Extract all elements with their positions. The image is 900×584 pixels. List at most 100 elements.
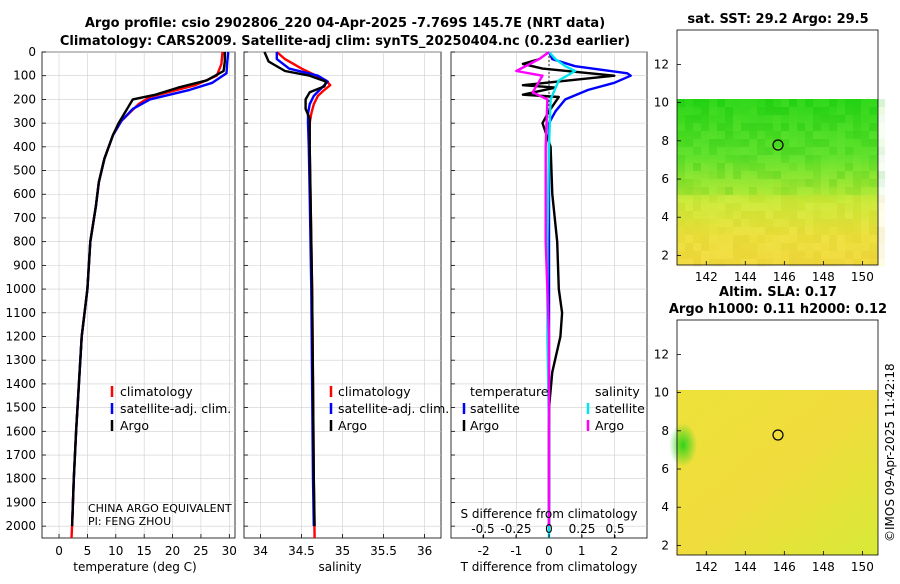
sst-pixel <box>765 155 773 163</box>
sst-pixel <box>821 227 829 235</box>
sst-pixel <box>717 139 725 147</box>
sst-pixel <box>701 227 709 235</box>
sst-pixel <box>797 227 805 235</box>
sst-pixel <box>741 243 749 251</box>
sst-pixel <box>877 195 885 203</box>
sst-pixel <box>677 131 685 139</box>
sst-pixel <box>765 123 773 131</box>
sst-pixel <box>685 219 693 227</box>
sst-pixel <box>797 139 805 147</box>
sst-pixel <box>773 251 781 259</box>
x-tick-label: 0 <box>545 544 553 558</box>
sst-pixel <box>861 139 869 147</box>
sst-pixel <box>861 251 869 259</box>
sst-pixel <box>797 131 805 139</box>
sst-pixel <box>829 227 837 235</box>
x-tick-label: 1 <box>578 544 586 558</box>
sst-pixel <box>845 99 853 107</box>
series-line-argo <box>70 52 227 527</box>
sst-pixel <box>789 179 797 187</box>
sst-pixel <box>685 259 693 267</box>
sst-pixel <box>685 179 693 187</box>
sst-pixel <box>725 195 733 203</box>
sst-pixel <box>813 115 821 123</box>
sst-pixel <box>877 203 885 211</box>
sst-map-title: sat. SST: 29.2 Argo: 29.5 <box>687 12 868 27</box>
sst-pixel <box>733 155 741 163</box>
sst-pixel <box>677 219 685 227</box>
depth-tick-label: 900 <box>13 258 36 272</box>
sst-pixel <box>773 115 781 123</box>
sst-pixel <box>757 187 765 195</box>
sst-pixel <box>805 227 813 235</box>
sst-pixel <box>717 179 725 187</box>
sst-pixel <box>877 187 885 195</box>
sst-pixel <box>701 211 709 219</box>
sst-pixel <box>677 139 685 147</box>
sst-pixel <box>773 131 781 139</box>
sst-pixel <box>717 211 725 219</box>
sst-pixel <box>861 243 869 251</box>
sst-pixel <box>789 187 797 195</box>
sst-pixel <box>733 195 741 203</box>
sst-pixel <box>701 243 709 251</box>
sst-pixel <box>869 115 877 123</box>
sst-pixel <box>749 211 757 219</box>
sst-pixel <box>765 251 773 259</box>
sst-pixel <box>853 187 861 195</box>
sst-pixel <box>693 227 701 235</box>
sst-pixel <box>781 163 789 171</box>
x-tick-label: 2 <box>611 544 619 558</box>
sst-pixel <box>789 115 797 123</box>
sst-pixel <box>837 187 845 195</box>
legend-argo: Argo <box>120 418 149 433</box>
map-lat-label: 12 <box>654 57 669 71</box>
sst-pixel <box>805 243 813 251</box>
sst-pixel <box>765 219 773 227</box>
sst-pixel <box>765 259 773 267</box>
sst-pixel <box>813 187 821 195</box>
sst-pixel <box>837 131 845 139</box>
sst-pixel <box>709 219 717 227</box>
sst-pixel <box>821 259 829 267</box>
sst-pixel <box>725 187 733 195</box>
sst-pixel <box>821 171 829 179</box>
map-lon-label: 146 <box>773 560 796 574</box>
difference-legend: temperature salinity satellite Argo sate… <box>462 384 645 433</box>
sst-pixel <box>837 147 845 155</box>
sst-pixel <box>813 131 821 139</box>
sst-pixel <box>853 251 861 259</box>
sst-pixel <box>765 211 773 219</box>
x-tick-label: 0 <box>55 544 63 558</box>
sst-pixel <box>845 187 853 195</box>
sst-pixel <box>845 155 853 163</box>
map-lon-label: 144 <box>734 560 757 574</box>
sst-pixel <box>789 211 797 219</box>
legend-satellite: satellite-adj. clim. <box>338 401 449 416</box>
depth-tick-label: 400 <box>13 140 36 154</box>
sst-pixel <box>805 155 813 163</box>
sst-pixel <box>877 243 885 251</box>
sst-pixel <box>741 99 749 107</box>
sst-pixel <box>821 179 829 187</box>
map-lat-label: 4 <box>661 500 669 514</box>
sst-pixel <box>877 219 885 227</box>
sst-pixel <box>725 171 733 179</box>
sst-pixel <box>749 147 757 155</box>
sst-pixel <box>749 203 757 211</box>
sst-pixel <box>773 171 781 179</box>
sst-pixel <box>749 131 757 139</box>
sst-pixel <box>749 259 757 267</box>
sst-pixel <box>701 139 709 147</box>
sst-pixel <box>797 235 805 243</box>
sst-map-axes <box>676 29 879 266</box>
sst-pixel <box>741 163 749 171</box>
sst-pixel <box>813 211 821 219</box>
sst-pixel <box>829 195 837 203</box>
sst-pixel <box>821 99 829 107</box>
sst-pixel <box>773 99 781 107</box>
sst-pixel <box>877 155 885 163</box>
sst-pixel <box>677 179 685 187</box>
sst-pixel <box>693 131 701 139</box>
sst-pixel <box>757 99 765 107</box>
